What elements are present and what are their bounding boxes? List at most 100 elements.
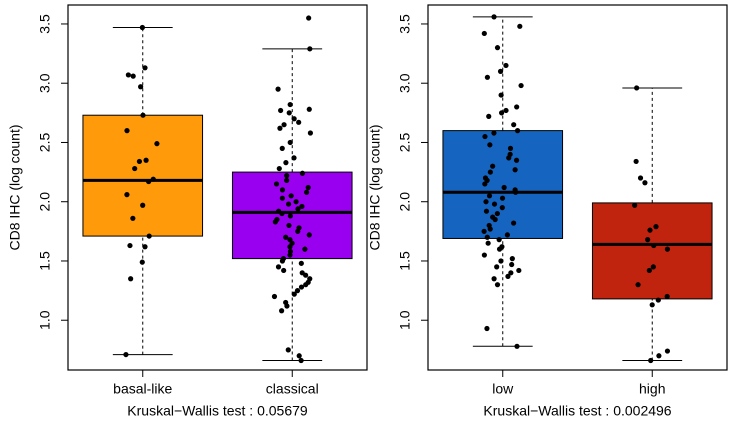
- data-point: [483, 199, 489, 205]
- data-point: [306, 106, 312, 112]
- data-point: [650, 264, 656, 270]
- box: [442, 130, 564, 239]
- x-tick-label: classical: [266, 381, 319, 397]
- data-point: [485, 240, 491, 246]
- data-point: [306, 232, 312, 238]
- data-point: [494, 210, 500, 217]
- data-point: [130, 215, 136, 221]
- data-point: [633, 158, 639, 165]
- data-point: [299, 203, 305, 210]
- x-tick-label: basal-like: [113, 381, 172, 397]
- y-tick-label: 1.5: [37, 251, 53, 271]
- data-point: [146, 178, 152, 185]
- data-point: [486, 193, 493, 199]
- data-point: [517, 23, 523, 29]
- data-point: [293, 199, 299, 205]
- data-point: [287, 244, 293, 250]
- data-point: [132, 165, 138, 172]
- data-point: [647, 227, 653, 233]
- data-point: [303, 272, 309, 278]
- data-point: [281, 122, 287, 128]
- data-point: [498, 92, 504, 98]
- data-point: [481, 228, 487, 234]
- plot-frame: [67, 4, 368, 371]
- data-point: [291, 116, 297, 122]
- data-point: [136, 158, 143, 165]
- y-tick-label: 3.5: [397, 14, 413, 34]
- data-point: [287, 252, 293, 258]
- x-tick-label: high: [639, 381, 665, 397]
- data-point: [481, 30, 487, 37]
- data-point: [514, 104, 520, 110]
- data-point: [509, 256, 515, 262]
- data-point: [494, 282, 501, 288]
- data-point: [664, 293, 670, 300]
- data-point: [275, 86, 281, 92]
- data-point: [139, 259, 145, 265]
- data-point: [490, 163, 496, 169]
- data-point: [497, 68, 504, 74]
- data-point: [286, 222, 292, 229]
- box: [591, 202, 713, 300]
- y-tick-label: 2.5: [37, 133, 53, 153]
- data-point: [651, 242, 657, 249]
- data-point: [513, 157, 520, 163]
- data-point: [284, 303, 290, 309]
- data-point: [496, 237, 502, 243]
- data-point: [283, 160, 289, 166]
- data-point: [509, 261, 515, 268]
- data-point: [279, 210, 285, 217]
- data-point: [275, 264, 282, 270]
- data-point: [279, 187, 286, 193]
- box: [82, 114, 204, 237]
- x-axis-label: Kruskal−Wallis test : 0.05679: [127, 403, 308, 419]
- data-point: [287, 139, 293, 146]
- data-point: [296, 353, 302, 359]
- data-point: [504, 232, 510, 238]
- data-point: [634, 85, 640, 91]
- data-point: [124, 192, 130, 198]
- data-point: [491, 14, 497, 20]
- data-point: [285, 201, 292, 207]
- data-point: [484, 234, 490, 240]
- data-point: [272, 219, 278, 225]
- data-point: [283, 234, 289, 240]
- data-point: [295, 206, 301, 212]
- data-point: [302, 246, 308, 252]
- data-point: [511, 220, 517, 226]
- data-point: [494, 264, 500, 270]
- data-point: [648, 357, 654, 364]
- data-point: [299, 170, 306, 176]
- data-point: [294, 288, 301, 294]
- data-point: [501, 184, 507, 191]
- data-point: [514, 343, 520, 349]
- data-point: [127, 242, 133, 249]
- data-point: [506, 155, 512, 161]
- data-point: [487, 169, 493, 175]
- data-point: [298, 357, 304, 364]
- data-point: [307, 46, 313, 52]
- data-point: [491, 130, 497, 136]
- data-point: [642, 180, 648, 186]
- data-point: [286, 110, 292, 116]
- plot-frame: [427, 4, 728, 371]
- data-point: [279, 258, 286, 264]
- data-point: [511, 122, 517, 128]
- data-point: [273, 181, 280, 187]
- data-point: [499, 195, 506, 201]
- data-point: [307, 130, 313, 136]
- data-point: [503, 107, 509, 114]
- y-tick-label: 1.0: [397, 310, 413, 330]
- data-point: [296, 119, 302, 125]
- data-point: [637, 175, 644, 181]
- y-tick-label: 2.5: [397, 133, 413, 153]
- data-point: [484, 325, 490, 332]
- data-point: [487, 142, 493, 148]
- data-point: [503, 62, 509, 69]
- data-point: [507, 145, 514, 151]
- data-point: [635, 282, 641, 288]
- data-point: [284, 173, 290, 179]
- data-point: [281, 267, 287, 274]
- data-point: [123, 351, 129, 358]
